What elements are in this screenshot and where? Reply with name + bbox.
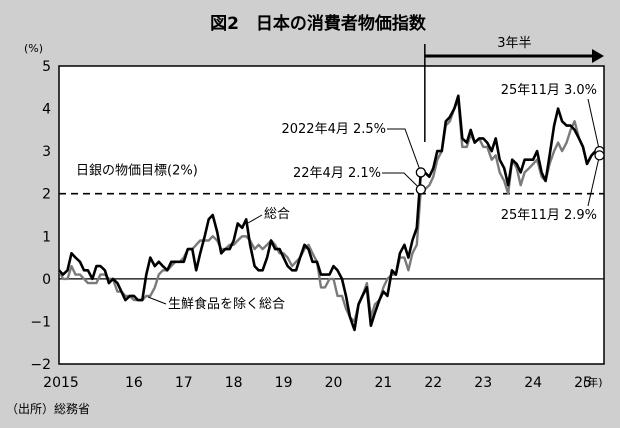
marker-2022-core-cpi	[415, 184, 426, 195]
annotation-2022-all-items: 2022年4月 2.5%	[281, 122, 386, 137]
y-tick-labels: −2 −1 0 1 2 3 4 5	[30, 59, 51, 373]
x-tick-label: 23	[474, 375, 492, 391]
marker-2022-all-items	[415, 167, 426, 178]
y-tick-label: 5	[42, 59, 51, 75]
y-tick-label: 0	[42, 272, 51, 288]
y-tick-label: −2	[30, 357, 51, 373]
series-label-leader-core-cpi	[147, 296, 167, 305]
annotation-leader-2022-all-items	[387, 128, 422, 173]
x-tick-label: 18	[225, 375, 243, 391]
annotation-leader-2022-core-cpi	[382, 172, 422, 190]
x-tick-label: 25	[574, 375, 592, 391]
source-note: （出所）総務省	[6, 402, 90, 416]
y-tick-label: 1	[42, 229, 51, 245]
x-tick-label: 16	[125, 375, 143, 391]
x-tick-label: 20	[325, 375, 343, 391]
y-tick-label: 4	[42, 102, 51, 118]
x-tick-label: 17	[175, 375, 193, 391]
x-axis-unit: (年)	[583, 375, 603, 389]
x-tick-label: 2015	[43, 375, 79, 391]
period-arrow-label: 3年半	[497, 36, 531, 51]
x-tick-labels: 2015 16 17 18 19 20 21 22 23 24 25	[43, 375, 592, 391]
annotation-2022-core-cpi: 22年4月 2.1%	[293, 166, 381, 181]
series-label-leader-all-items	[247, 214, 263, 224]
series-label-all-items: 総合	[264, 207, 290, 222]
period-arrow-head	[592, 49, 604, 63]
series-label-core-cpi: 生鮮食品を除く総合	[168, 296, 285, 312]
annotation-2025-core-cpi: 25年11月 2.9%	[501, 208, 597, 223]
y-tick-label: 3	[42, 144, 51, 160]
plot-area	[58, 65, 605, 365]
target-reference-label: 日銀の物価目標(2%)	[76, 164, 198, 179]
marker-2025-core-cpi	[594, 150, 605, 161]
annotation-2025-all-items: 25年11月 3.0%	[501, 83, 597, 98]
y-tick-label: 2	[42, 187, 51, 203]
annotation-leader-2025-core-cpi	[587, 155, 600, 207]
y-axis-unit: (%)	[24, 42, 43, 55]
annotation-leader-2025-all-items	[587, 98, 600, 152]
x-tick-label: 22	[424, 375, 442, 391]
annotations: 2022年4月 2.5% 22年4月 2.1% 25年11月 3.0% 25年1…	[281, 83, 605, 223]
x-tick-label: 24	[524, 375, 542, 391]
series-line-all-items	[58, 94, 600, 332]
x-tick-label: 19	[275, 375, 293, 391]
chart-title: 図2 日本の消費者物価指数	[210, 13, 427, 34]
y-tick-label: −1	[30, 314, 51, 330]
x-tick-label: 21	[374, 375, 392, 391]
